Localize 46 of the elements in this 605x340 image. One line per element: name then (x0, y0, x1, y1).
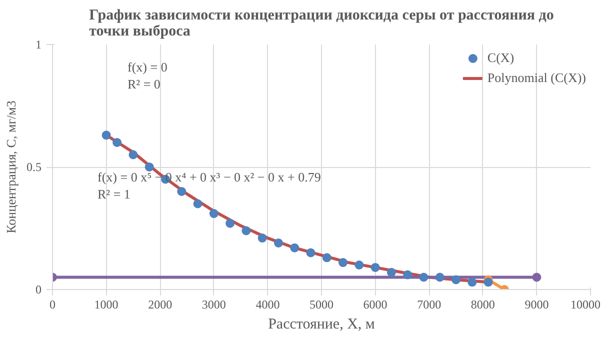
x-tick-label: 9000 (524, 298, 549, 312)
x-tick-label: 1000 (94, 298, 118, 312)
point (128, 150, 138, 160)
point (226, 218, 235, 228)
legend-label: C(X) (487, 50, 514, 66)
point (242, 226, 251, 236)
y-tick-label: 1 (36, 38, 42, 52)
point (435, 272, 444, 282)
point (306, 248, 316, 258)
annotation: R² = 0 (128, 76, 160, 92)
point (452, 275, 460, 284)
point (354, 260, 364, 270)
point (112, 138, 122, 147)
point (386, 268, 396, 277)
x-tick-label: 5000 (310, 298, 334, 312)
point (322, 253, 332, 262)
x-axis-title: Расстояние, X, м (268, 316, 376, 332)
x-tick-label: 3000 (202, 298, 226, 312)
x-tick-label: 0 (50, 298, 56, 312)
point (177, 187, 186, 196)
y-axis-title: Концентрация, С, мг/м3 (4, 100, 18, 234)
point (403, 270, 412, 280)
x-tick-label: 7000 (417, 298, 442, 312)
x-tick-label: 2000 (148, 298, 172, 312)
y-tick-label: 0 (36, 282, 42, 296)
point (274, 238, 283, 248)
point (484, 278, 493, 287)
x-tick-label: 6000 (363, 298, 388, 312)
annotation: R² = 1 (98, 186, 130, 202)
x-tick-label: 8000 (470, 298, 495, 312)
x-tick-label: 10000 (570, 298, 600, 312)
point (258, 234, 267, 243)
point (370, 262, 380, 272)
point (419, 272, 428, 282)
y-tick-label: 0.5 (26, 160, 42, 174)
legend-label: Polynomial (C(X)) (487, 70, 586, 86)
point (102, 130, 111, 140)
point (193, 199, 202, 208)
x-tick-label: 4000 (256, 298, 280, 312)
point (144, 162, 154, 172)
chart-title: График зависимости концентрации диоксида серы от расстояния до точки выброса (89, 8, 554, 40)
point (290, 243, 300, 252)
point (338, 258, 348, 268)
point (209, 209, 218, 218)
point (468, 278, 477, 287)
annotation: f(x) = 0 (128, 60, 168, 74)
